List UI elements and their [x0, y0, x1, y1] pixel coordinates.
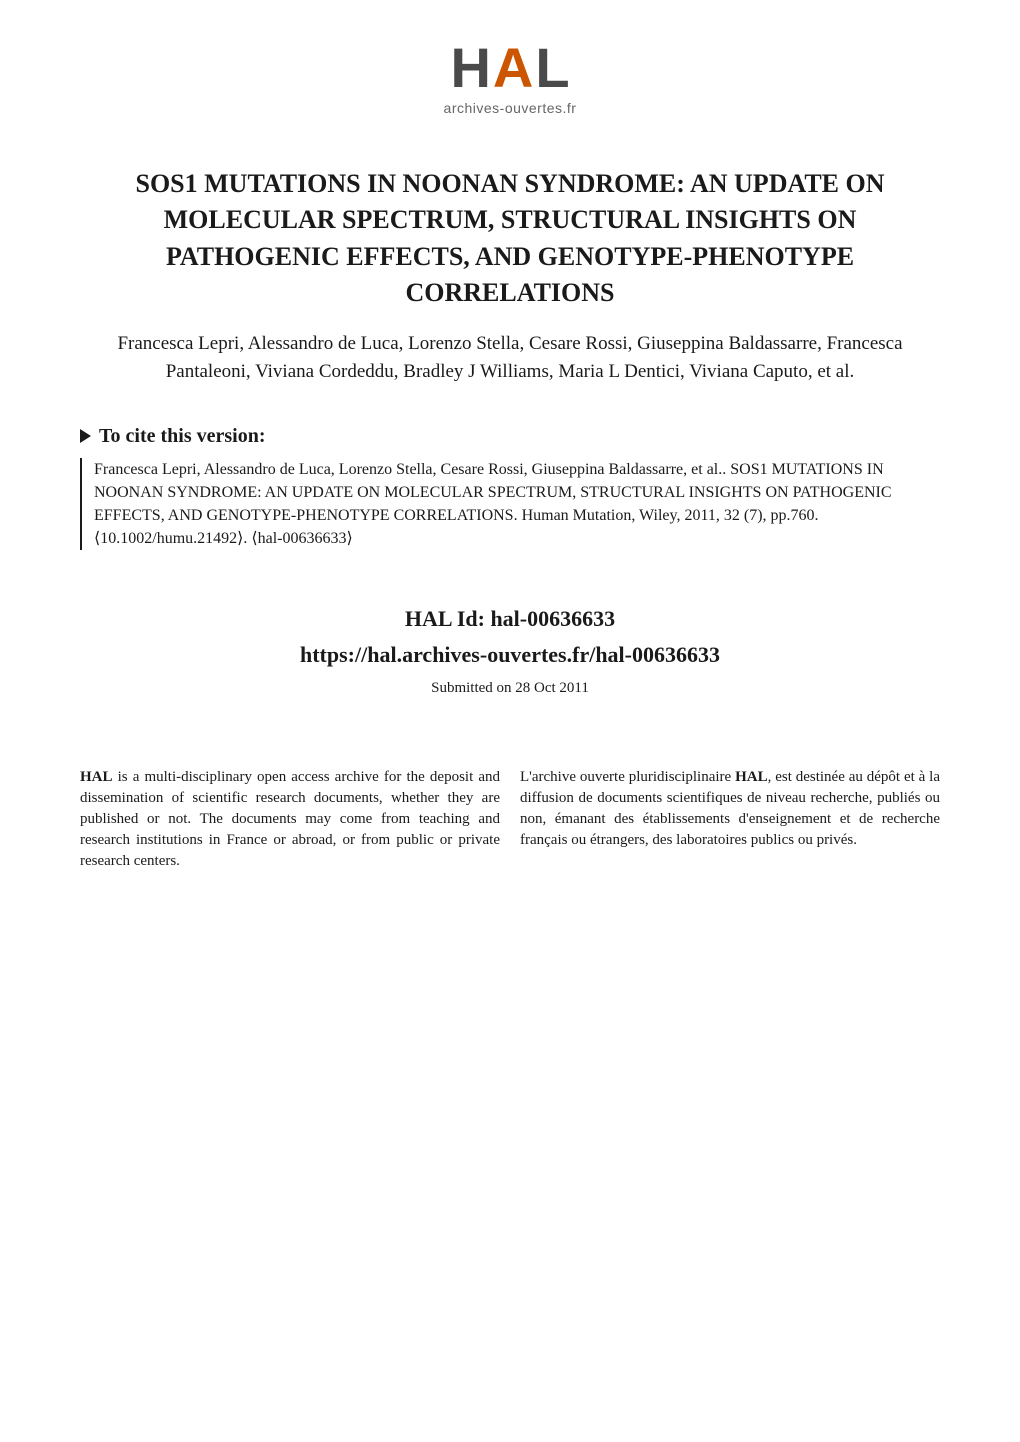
hal-id-section: HAL Id: hal-00636633 https://hal.archive…: [0, 550, 1020, 717]
hal-logo-tagline: archives-ouvertes.fr: [444, 100, 577, 116]
cite-arrow-icon: [80, 429, 91, 443]
cite-section: To cite this version: Francesca Lepri, A…: [0, 411, 1020, 551]
hal-id: HAL Id: hal-00636633: [80, 606, 940, 632]
title-section: SOS1 MUTATIONS IN NOONAN SYNDROME: AN UP…: [0, 146, 1020, 411]
footer-columns: HAL is a multi-disciplinary open access …: [0, 717, 1020, 872]
footer-left-text: is a multi-disciplinary open access arch…: [80, 769, 500, 869]
hal-logo-container: H A L archives-ouvertes.fr: [0, 0, 1020, 146]
paper-title: SOS1 MUTATIONS IN NOONAN SYNDROME: AN UP…: [80, 166, 940, 312]
footer-left-column: HAL is a multi-disciplinary open access …: [80, 767, 500, 872]
paper-authors: Francesca Lepri, Alessandro de Luca, Lor…: [80, 330, 940, 387]
hal-logo-l: L: [535, 40, 569, 96]
hal-submitted: Submitted on 28 Oct 2011: [80, 680, 940, 697]
hal-logo: H A L archives-ouvertes.fr: [444, 40, 577, 116]
cite-header: To cite this version:: [80, 425, 940, 448]
footer-right-column: L'archive ouverte pluridisciplinaire HAL…: [520, 767, 940, 872]
hal-logo-h: H: [450, 40, 490, 96]
hal-logo-a: A: [493, 40, 533, 96]
footer-right-lead: HAL: [735, 769, 768, 785]
cite-title: To cite this version:: [99, 425, 265, 448]
footer-left-lead: HAL: [80, 769, 113, 785]
hal-logo-mark: H A L: [450, 40, 569, 96]
cite-body: Francesca Lepri, Alessandro de Luca, Lor…: [80, 458, 940, 551]
hal-url: https://hal.archives-ouvertes.fr/hal-006…: [80, 642, 940, 668]
footer-right-pre: L'archive ouverte pluridisciplinaire: [520, 769, 735, 785]
